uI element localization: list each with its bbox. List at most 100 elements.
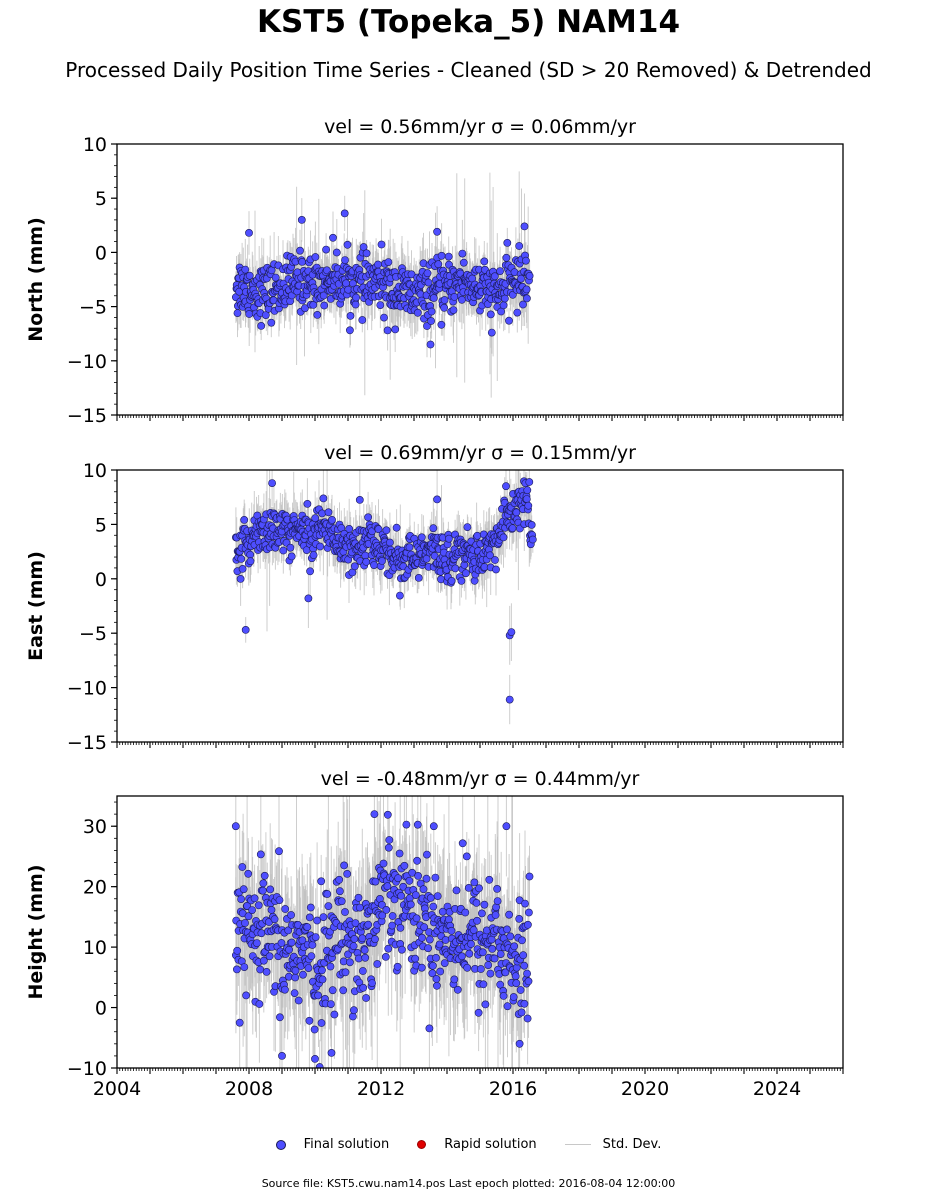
data-point xyxy=(503,925,511,934)
data-point xyxy=(413,856,421,865)
data-point xyxy=(519,300,527,309)
legend-final: Final solution xyxy=(275,1137,389,1152)
data-point xyxy=(433,227,441,236)
panel-2-data xyxy=(231,470,537,725)
data-point xyxy=(322,245,330,254)
data-point xyxy=(473,916,481,925)
data-point xyxy=(502,822,511,831)
x-tick-label: 2020 xyxy=(621,1078,669,1100)
data-point xyxy=(376,301,385,309)
data-point xyxy=(243,902,251,910)
data-point xyxy=(359,983,368,992)
data-point xyxy=(477,909,486,918)
data-point xyxy=(397,945,406,954)
data-point xyxy=(478,948,487,957)
data-point xyxy=(291,973,300,982)
data-point xyxy=(320,301,329,310)
data-point xyxy=(352,293,360,302)
data-point xyxy=(324,508,333,517)
figure-title: KST5 (Topeka_5) NAM14 xyxy=(256,4,681,40)
y-tick-label: 0 xyxy=(95,569,107,591)
data-point xyxy=(480,900,489,909)
data-point xyxy=(349,942,358,950)
data-point xyxy=(491,556,499,564)
data-point xyxy=(233,946,242,955)
data-point xyxy=(318,509,326,518)
data-point xyxy=(345,326,354,335)
data-point xyxy=(481,1000,490,1009)
data-point xyxy=(281,905,290,913)
data-point xyxy=(475,884,483,893)
data-point xyxy=(457,952,466,961)
data-point xyxy=(524,977,533,986)
data-point xyxy=(335,887,344,896)
data-point xyxy=(525,872,534,881)
data-point xyxy=(527,521,536,529)
y-tick-label: 0 xyxy=(95,242,107,264)
y-tick-label: 10 xyxy=(83,937,107,959)
data-point xyxy=(275,847,283,856)
data-point xyxy=(425,1024,434,1033)
data-point xyxy=(411,954,420,963)
data-point xyxy=(463,963,472,972)
data-point xyxy=(311,1055,319,1063)
data-point xyxy=(496,980,505,989)
data-point xyxy=(528,535,537,544)
data-point xyxy=(318,975,327,984)
data-point xyxy=(240,963,249,971)
data-point xyxy=(255,1000,264,1008)
data-point xyxy=(511,972,520,981)
data-point xyxy=(317,877,326,886)
data-point xyxy=(257,321,266,330)
data-point xyxy=(311,253,320,261)
data-point xyxy=(303,923,312,931)
data-point xyxy=(419,885,428,894)
data-point xyxy=(525,908,533,917)
data-point xyxy=(457,577,466,585)
data-point xyxy=(397,892,405,900)
data-point xyxy=(505,695,514,704)
data-point xyxy=(469,926,478,934)
panel-2-ylabel: East (mm) xyxy=(25,551,47,661)
data-point xyxy=(343,870,352,878)
data-point xyxy=(328,516,336,524)
data-point xyxy=(240,516,249,524)
data-point xyxy=(350,935,359,943)
data-point xyxy=(470,878,479,887)
data-point xyxy=(512,979,521,988)
data-point xyxy=(245,271,254,280)
data-point xyxy=(436,967,445,976)
y-tick-label: 20 xyxy=(83,877,107,899)
data-point xyxy=(244,912,253,921)
data-point xyxy=(395,849,404,858)
data-point xyxy=(342,279,350,288)
data-point xyxy=(362,249,371,258)
y-tick-label: −15 xyxy=(67,405,107,427)
x-tick-label: 2004 xyxy=(93,1078,141,1100)
y-tick-label: −10 xyxy=(67,1058,107,1080)
y-tick-label: −10 xyxy=(67,351,107,373)
data-point xyxy=(515,1039,524,1048)
panel-1-title: vel = 0.56mm/yr σ = 0.06mm/yr xyxy=(324,116,636,138)
data-point xyxy=(300,304,309,313)
data-point xyxy=(429,294,438,302)
data-point xyxy=(467,940,475,948)
panel-1-data xyxy=(231,171,534,398)
data-point xyxy=(493,885,501,893)
data-point xyxy=(427,307,436,316)
data-point xyxy=(341,908,349,916)
data-point xyxy=(499,301,508,310)
data-point xyxy=(239,885,248,894)
data-point xyxy=(426,894,435,902)
data-point xyxy=(431,873,440,882)
data-point xyxy=(267,906,276,914)
data-point xyxy=(275,1013,284,1022)
data-point xyxy=(434,260,443,269)
data-point xyxy=(422,850,431,859)
data-point xyxy=(351,919,360,927)
data-point xyxy=(432,981,441,990)
data-point xyxy=(422,874,431,883)
data-point xyxy=(250,894,259,903)
data-point xyxy=(383,810,392,819)
